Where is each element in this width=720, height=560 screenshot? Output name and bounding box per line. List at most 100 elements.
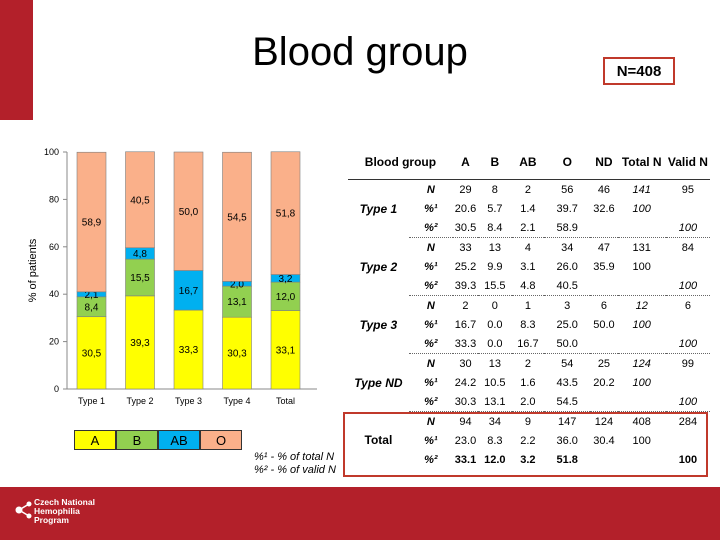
row-marker: %² [424, 453, 438, 466]
y-tick-label: 80 [49, 194, 59, 204]
table-cell: 8.3 [487, 434, 503, 447]
table-header-cell: ND [590, 144, 618, 180]
table-cell: 99 [681, 357, 695, 370]
x-tick-label: Type 1 [78, 396, 105, 406]
table-cell: 32.6 [593, 202, 615, 215]
y-tick-label: 40 [49, 289, 59, 299]
legend-item-o: O [200, 430, 242, 450]
table-cell: 30.5 [452, 218, 479, 238]
data-label: 4,8 [133, 249, 147, 260]
table-cell: 8.3 [520, 318, 536, 331]
table-cell: 4 [524, 241, 531, 254]
table-cell: 51.8 [556, 453, 578, 466]
table-cell: 3.1 [520, 260, 536, 273]
table-cell: 24.2 [454, 376, 477, 389]
y-axis-title: % of patients [27, 238, 39, 302]
group-label: Total [364, 433, 393, 448]
table-cell [666, 199, 710, 218]
data-label: 12,0 [276, 292, 296, 303]
data-label: 30,3 [227, 349, 247, 360]
table-cell: 13 [488, 357, 501, 370]
table-header-cell: Total N [617, 144, 666, 180]
table-cell: 5.7 [487, 202, 503, 215]
table-cell: 10.5 [484, 376, 506, 389]
row-marker: N [426, 299, 435, 312]
data-label: 13,1 [227, 297, 247, 308]
table-cell: 0 [491, 299, 498, 312]
row-marker: %² [408, 276, 453, 296]
row-marker: %¹ [424, 376, 438, 389]
logo-line-2: Hemophilia [34, 506, 80, 516]
table-cell: 100 [632, 202, 651, 215]
table-cell [617, 392, 666, 412]
table-cell: 95 [681, 183, 695, 196]
data-label: 39,3 [130, 338, 150, 349]
data-label: 58,9 [82, 218, 102, 229]
table-row: Type ND N 30 13 2 54 25 124 99 [348, 354, 710, 390]
row-marker: N [426, 415, 435, 428]
x-tick-label: Total [276, 396, 295, 406]
table-cell: 36.0 [556, 434, 578, 447]
row-marker: %¹ [424, 434, 438, 447]
table-cell [590, 276, 618, 296]
table-cell: 0.0 [487, 318, 503, 331]
table-header-row: Blood group A B AB O ND Total N Valid N [348, 144, 710, 180]
table-row: %¹ 25.2 9.9 3.1 26.0 35.9 100 [348, 257, 710, 276]
table-cell: 12 [635, 299, 648, 312]
row-marker: %² [408, 334, 453, 354]
x-tick-label: Type 3 [175, 396, 202, 406]
x-tick-label: Type 2 [126, 396, 153, 406]
table-row: %¹ 16.7 0.0 8.3 25.0 50.0 100 [348, 315, 710, 334]
table-cell: 94 [459, 415, 472, 428]
table-cell: 6 [684, 299, 691, 312]
table-cell: 8 [491, 183, 498, 196]
table-header-cell: B [478, 144, 512, 180]
table-cell: 100 [632, 318, 651, 331]
table-header-cell: A [452, 144, 479, 180]
table-cell: 2 [524, 183, 531, 196]
page-title: Blood group [252, 30, 468, 74]
data-label: 2,1 [85, 290, 99, 301]
footnote-valid: %² - % of valid N [254, 464, 336, 476]
sample-size-box: N=408 [603, 57, 675, 85]
table-cell: 1.4 [520, 202, 536, 215]
table-cell: 1 [524, 299, 531, 312]
table-cell: 100 [632, 434, 651, 447]
bar-segment-a [222, 316, 252, 390]
blood-group-table: Blood group A B AB O ND Total N Valid N Type 1 N 2… [348, 144, 710, 469]
table-cell: 33 [459, 241, 472, 254]
table-cell: 13.1 [478, 392, 512, 412]
data-label: 30,5 [82, 348, 102, 359]
bar-segment-o [173, 151, 204, 271]
table-cell: 6 [600, 299, 607, 312]
table-cell: 54 [561, 357, 574, 370]
data-label: 16,7 [179, 286, 199, 297]
table-cell: 100 [665, 218, 710, 238]
table-cell: 12.0 [484, 453, 506, 466]
table-cell: 2 [524, 357, 531, 370]
bar-segment-o [76, 151, 107, 293]
row-marker: %² [408, 218, 453, 238]
group-label: Type 1 [359, 201, 398, 216]
table-cell: 39.7 [556, 202, 578, 215]
data-label: 51,8 [276, 209, 296, 220]
table-row: %² 33.3 0.0 16.7 50.0 100 [348, 334, 710, 354]
table-row: %¹ 24.2 10.5 1.6 43.5 20.2 100 [348, 373, 710, 392]
table-cell [617, 218, 666, 238]
table-row: %² 33.1 12.0 3.2 51.8 100 [348, 450, 710, 469]
table-row: %² 30.3 13.1 2.0 54.5 100 [348, 392, 710, 412]
table-cell: 100 [665, 276, 710, 296]
table-cell: 25.2 [454, 260, 477, 273]
table-cell: 9.9 [487, 260, 503, 273]
table-cell: 9 [524, 415, 531, 428]
row-marker: %¹ [424, 260, 438, 273]
table-cell: 2.1 [511, 218, 545, 238]
footer-bar [0, 487, 720, 540]
table-cell: 56 [561, 183, 574, 196]
table-cell: 40.5 [544, 276, 591, 296]
data-label: 2,0 [230, 279, 244, 290]
table-cell: 54.5 [544, 392, 591, 412]
table-row: %¹ 20.6 5.7 1.4 39.7 32.6 100 [348, 199, 710, 218]
table-cell: 33.1 [454, 453, 477, 466]
chart-legend: A B AB O [74, 430, 242, 450]
